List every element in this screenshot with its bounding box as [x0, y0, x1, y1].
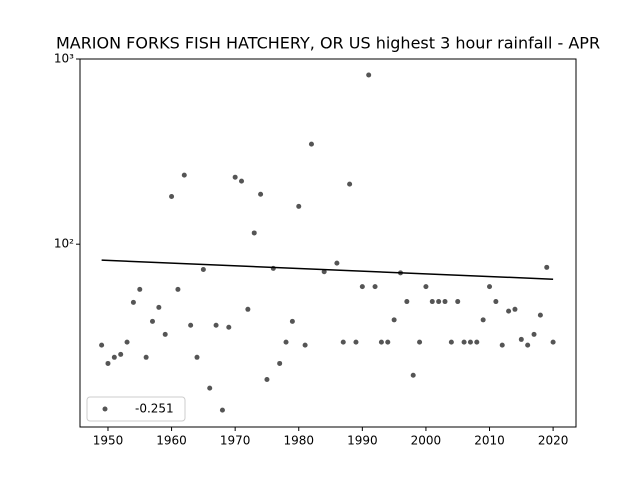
point: [436, 299, 442, 305]
point: [124, 339, 130, 345]
point: [334, 260, 340, 266]
point: [258, 191, 264, 197]
point: [149, 318, 155, 324]
point: [474, 339, 480, 345]
point: [169, 193, 175, 199]
point: [264, 376, 270, 382]
point: [200, 266, 206, 272]
point: [143, 354, 149, 360]
plot-area: [79, 58, 577, 428]
chart-title: MARION FORKS FISH HATCHERY, OR US highes…: [56, 34, 600, 53]
x-tick-label: 2010: [474, 434, 505, 448]
point: [480, 317, 486, 323]
point: [518, 336, 524, 342]
point: [194, 354, 200, 360]
point: [366, 72, 372, 78]
point: [410, 372, 416, 378]
x-tick-label: 1980: [283, 434, 314, 448]
point: [417, 339, 423, 345]
point: [493, 299, 499, 305]
legend-marker: [102, 406, 108, 412]
point: [283, 339, 289, 345]
point: [162, 331, 168, 337]
point: [226, 324, 232, 330]
point: [239, 178, 245, 184]
point: [245, 306, 251, 312]
point: [188, 322, 194, 328]
point: [181, 172, 187, 178]
x-tick-label: 2020: [538, 434, 569, 448]
trend-line: [101, 259, 554, 280]
point: [213, 322, 219, 328]
point: [378, 339, 384, 345]
point: [448, 339, 454, 345]
point: [372, 284, 378, 290]
point: [404, 299, 410, 305]
point: [512, 306, 518, 312]
point: [289, 318, 295, 324]
point: [487, 284, 493, 290]
point: [359, 284, 365, 290]
point: [207, 385, 213, 391]
point: [175, 286, 181, 292]
point: [347, 181, 353, 187]
point: [353, 339, 359, 345]
point: [537, 312, 543, 318]
point: [321, 269, 327, 275]
point: [544, 264, 550, 270]
point: [99, 342, 105, 348]
point: [455, 299, 461, 305]
point: [277, 360, 283, 366]
legend-box: [86, 396, 186, 422]
point: [251, 230, 257, 236]
x-tick-label: 1960: [156, 434, 187, 448]
point: [506, 308, 512, 314]
y-tick-label: 10³: [54, 52, 74, 66]
point: [308, 141, 314, 147]
point: [105, 360, 111, 366]
point: [296, 203, 302, 209]
point: [111, 354, 117, 360]
point: [340, 339, 346, 345]
point: [461, 339, 467, 345]
point: [219, 407, 225, 413]
point: [429, 299, 435, 305]
point: [550, 339, 556, 345]
point: [525, 342, 531, 348]
point: [391, 317, 397, 323]
point: [385, 339, 391, 345]
point: [531, 331, 537, 337]
point: [302, 342, 308, 348]
point: [467, 339, 473, 345]
x-tick-label: 1990: [347, 434, 378, 448]
point: [137, 286, 143, 292]
y-tick-label: 10²: [54, 237, 74, 251]
point: [130, 299, 136, 305]
x-tick-label: 1950: [93, 434, 124, 448]
point: [499, 342, 505, 348]
legend-label: -0.251: [135, 402, 174, 416]
point: [442, 299, 448, 305]
x-tick-label: 2000: [411, 434, 442, 448]
point: [423, 284, 429, 290]
point: [156, 304, 162, 310]
point: [118, 351, 124, 357]
x-tick-label: 1970: [220, 434, 251, 448]
point: [232, 174, 238, 180]
